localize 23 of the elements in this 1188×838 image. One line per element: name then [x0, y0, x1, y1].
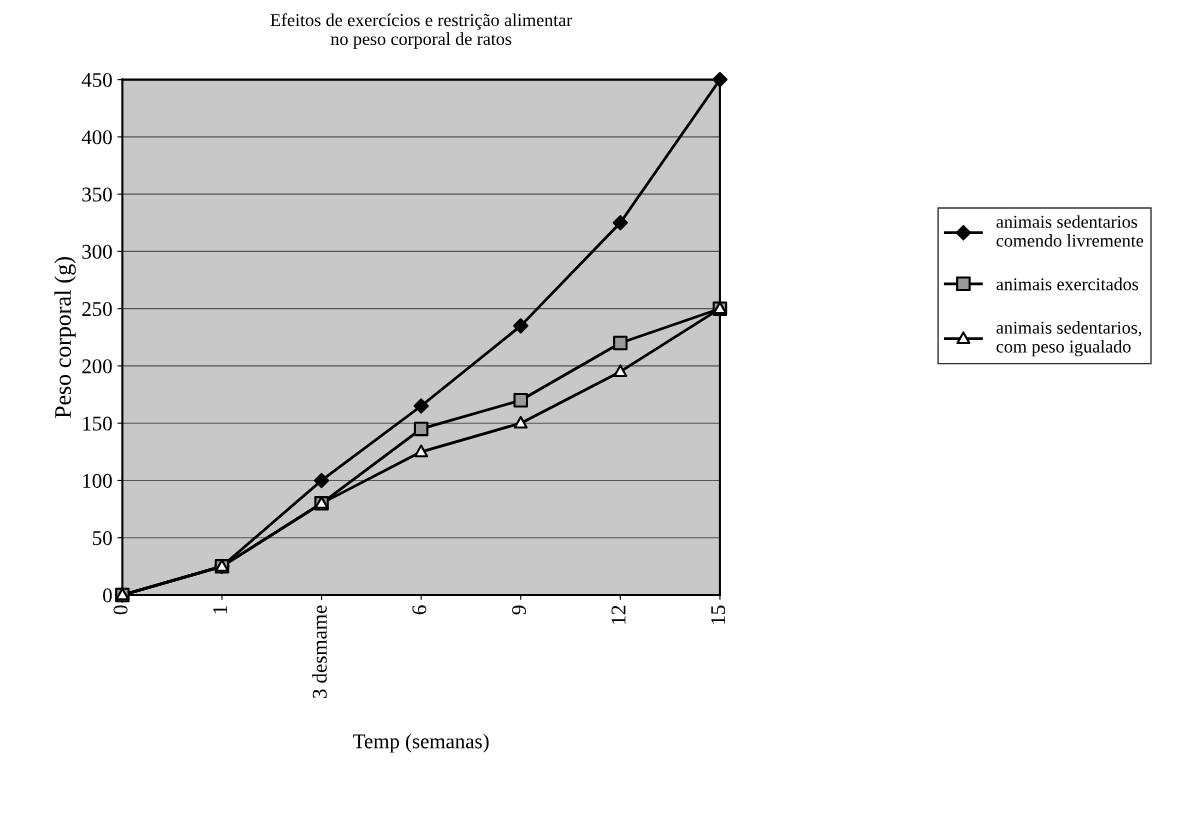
- y-tick-label: 350: [82, 187, 112, 202]
- x-tick-label: 3 desmame: [312, 605, 327, 699]
- y-tick-label: 300: [82, 244, 112, 259]
- x-tick-label: 6: [412, 605, 427, 615]
- x-tick-label: 0: [113, 605, 128, 615]
- y-tick-label: 50: [93, 531, 112, 546]
- legend-label: animais sedentarios, com peso igualado: [996, 321, 1142, 357]
- y-tick-label: 100: [83, 473, 112, 488]
- x-tick-label: 12: [611, 605, 626, 624]
- legend-label: animais sedentarios comendo livremente: [996, 215, 1144, 247]
- chart-title: Efeitos de exercícios e restrição alimentar no peso corporal de ratos: [270, 13, 573, 49]
- x-tick-label: 9: [511, 605, 526, 615]
- y-tick-label: 150: [83, 416, 112, 431]
- y-tick-label: 200: [82, 359, 112, 374]
- y-tick-label: 0: [103, 588, 112, 603]
- x-tick-label: 1: [213, 605, 227, 614]
- x-axis-title: Temp (semanas): [353, 733, 489, 753]
- x-tick-label: 15: [711, 605, 726, 624]
- y-tick-label: 250: [82, 302, 112, 317]
- legend-label: animais exercitados: [996, 277, 1139, 291]
- y-axis-title: Peso corporal (g): [54, 257, 76, 418]
- y-tick-label: 450: [81, 72, 112, 88]
- y-tick-label: 400: [81, 130, 112, 145]
